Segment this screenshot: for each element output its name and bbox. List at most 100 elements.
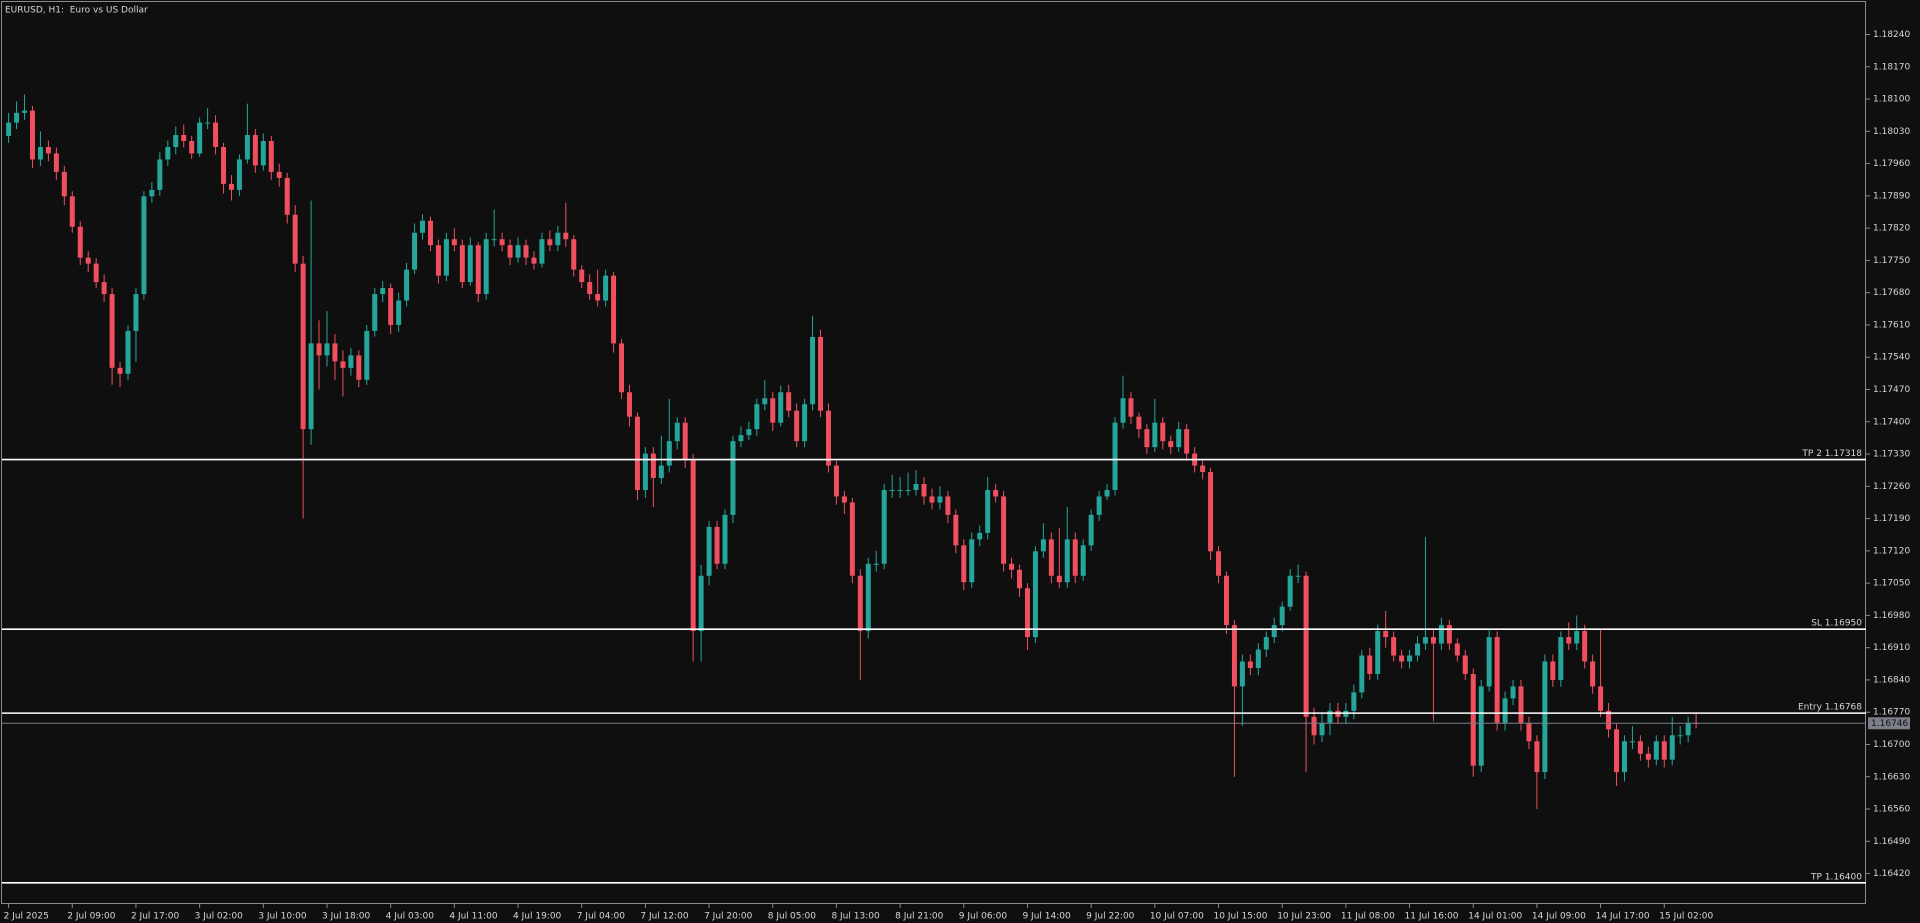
- candle-body: [451, 239, 457, 246]
- candle-body: [1383, 631, 1389, 638]
- candle-body: [372, 294, 378, 331]
- candle-body: [1486, 637, 1492, 687]
- candle-body: [921, 484, 927, 497]
- candle-body: [1239, 661, 1245, 687]
- y-tick-label: 1.18100: [1873, 95, 1910, 105]
- candle-body: [563, 232, 569, 240]
- y-tick-label: 1.16560: [1873, 805, 1910, 815]
- candle-body: [1200, 465, 1206, 473]
- candle-body: [603, 275, 609, 301]
- last-price-label: 1.16746: [1871, 719, 1908, 729]
- candle-body: [1518, 686, 1524, 723]
- candle-body: [221, 146, 227, 184]
- candle-body: [531, 257, 537, 264]
- candle-body: [435, 245, 441, 276]
- candle-body: [1017, 569, 1023, 589]
- y-tick-label: 1.17260: [1873, 482, 1910, 492]
- x-tick-label: 3 Jul 02:00: [195, 912, 244, 922]
- candle-body: [873, 563, 879, 565]
- candle-body: [698, 575, 704, 632]
- candle-body: [595, 294, 601, 301]
- candle-body: [396, 300, 402, 325]
- candle-body: [993, 489, 999, 497]
- y-tick-label: 1.18170: [1873, 62, 1910, 72]
- candle-body: [1502, 698, 1508, 723]
- candle-body: [1024, 588, 1030, 638]
- x-tick-label: 9 Jul 06:00: [959, 912, 1008, 922]
- candle-body: [1677, 735, 1683, 737]
- candle-body: [1231, 625, 1237, 687]
- candle-body: [571, 239, 577, 270]
- candle-body: [778, 392, 784, 423]
- x-tick-label: 3 Jul 10:00: [258, 912, 307, 922]
- candle-body: [427, 220, 433, 246]
- candle-body: [157, 159, 163, 190]
- candle-body: [1669, 735, 1675, 760]
- candle-body: [77, 226, 83, 258]
- candle-body: [555, 232, 561, 246]
- x-tick-label: 11 Jul 08:00: [1341, 912, 1395, 922]
- candle-body: [1510, 686, 1516, 699]
- candle-body: [587, 282, 593, 295]
- level-label: TP 2 1.17318: [1801, 449, 1862, 459]
- candle-body: [205, 122, 211, 124]
- candle-body: [499, 239, 505, 246]
- candle-body: [539, 239, 545, 264]
- candle-body: [794, 410, 800, 442]
- candle-body: [1128, 398, 1134, 417]
- candle-body: [1080, 545, 1086, 576]
- candle-body: [197, 122, 203, 154]
- candle-body: [1104, 489, 1110, 497]
- candle-body: [1621, 741, 1627, 773]
- candle-body: [929, 496, 935, 503]
- x-tick-label: 4 Jul 03:00: [386, 912, 435, 922]
- y-tick-label: 1.17400: [1873, 417, 1910, 427]
- candle-body: [332, 343, 338, 362]
- y-tick-label: 1.18030: [1873, 127, 1910, 137]
- y-tick-label: 1.17820: [1873, 224, 1910, 234]
- plot-frame: [1, 1, 1866, 904]
- candle-body: [738, 435, 744, 442]
- candle-body: [865, 563, 871, 632]
- candle-body: [961, 545, 967, 583]
- candle-body: [754, 404, 760, 430]
- candle-body: [1598, 686, 1604, 711]
- candle-body: [1582, 631, 1588, 662]
- candle-body: [1614, 729, 1620, 773]
- candle-body: [945, 496, 951, 515]
- candle-body: [404, 269, 410, 301]
- candle-body: [1001, 496, 1007, 564]
- candle-body: [467, 245, 473, 283]
- candle-body: [1144, 429, 1150, 448]
- candle-body: [340, 361, 346, 368]
- chart-title: EURUSD, H1: Euro vs US Dollar: [5, 6, 148, 16]
- y-tick-label: 1.16770: [1873, 708, 1910, 718]
- level-label: SL 1.16950: [1811, 619, 1862, 629]
- x-tick-label: 2 Jul 17:00: [131, 912, 180, 922]
- candle-body: [149, 189, 155, 197]
- candle-body: [706, 526, 712, 576]
- candle-body: [1526, 722, 1532, 742]
- candle-body: [284, 177, 290, 215]
- candle-body: [1287, 575, 1293, 607]
- candle-body: [236, 159, 242, 190]
- candle-body: [626, 392, 632, 417]
- candle-body: [547, 239, 553, 246]
- candle-body: [913, 484, 919, 490]
- candle-body: [1454, 643, 1460, 656]
- candle-body: [579, 269, 585, 283]
- candle-body: [1407, 655, 1413, 662]
- candle-body: [244, 135, 250, 160]
- candle-body: [1311, 716, 1317, 736]
- y-tick-label: 1.17330: [1873, 450, 1910, 460]
- candle-body: [1375, 631, 1381, 674]
- candle-body: [1415, 643, 1421, 656]
- candle-body: [1096, 496, 1102, 515]
- candle-body: [658, 465, 664, 479]
- candle-body: [1494, 637, 1500, 723]
- x-tick-label: 10 Jul 15:00: [1214, 912, 1268, 922]
- x-tick-label: 4 Jul 11:00: [449, 912, 498, 922]
- candle-body: [1645, 753, 1651, 760]
- candle-body: [881, 489, 887, 564]
